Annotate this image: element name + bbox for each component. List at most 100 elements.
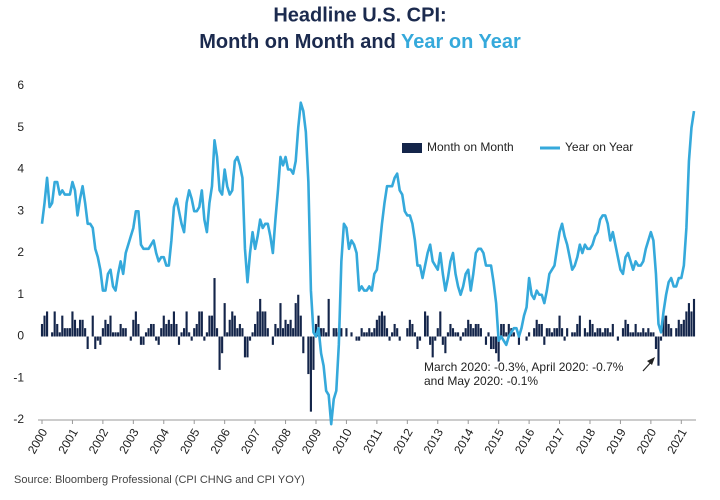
- x-tick-label: 2017: [542, 426, 568, 456]
- bar: [350, 332, 353, 337]
- bar: [117, 332, 120, 337]
- bar: [198, 311, 201, 337]
- bar: [51, 332, 54, 337]
- bar: [122, 328, 125, 337]
- bar: [502, 323, 505, 337]
- bar: [96, 336, 99, 341]
- bar: [670, 328, 673, 337]
- bar: [106, 323, 110, 337]
- bar: [190, 336, 193, 341]
- bar: [652, 332, 655, 337]
- bar: [271, 336, 274, 345]
- bar: [604, 328, 607, 337]
- bar: [144, 332, 148, 337]
- bar: [675, 328, 678, 337]
- bar: [588, 319, 592, 337]
- x-tick-label: 2006: [208, 426, 234, 456]
- bar: [472, 328, 475, 337]
- bar: [155, 336, 158, 341]
- bar: [474, 323, 477, 337]
- bar: [373, 328, 376, 337]
- bar: [624, 319, 627, 337]
- bar: [492, 336, 495, 350]
- bar: [360, 328, 363, 337]
- y-tick-label: 6: [17, 78, 24, 92]
- x-tick-label: 2018: [573, 426, 599, 456]
- bar: [73, 319, 77, 337]
- bar: [167, 319, 170, 337]
- bar: [203, 336, 206, 341]
- bar: [317, 315, 320, 337]
- bar: [58, 332, 61, 337]
- bar: [180, 332, 183, 337]
- bar: [540, 323, 543, 337]
- bar: [307, 336, 310, 375]
- bar: [462, 332, 465, 337]
- bar: [213, 278, 216, 337]
- bar: [451, 328, 455, 337]
- bar: [297, 294, 300, 337]
- bar: [642, 328, 645, 337]
- y-tick-label: 2: [17, 245, 24, 259]
- x-tick-label: 2009: [299, 426, 325, 456]
- bar: [231, 311, 234, 337]
- bar: [578, 315, 581, 337]
- bar: [183, 328, 186, 337]
- bar: [408, 319, 411, 337]
- bar: [124, 328, 127, 337]
- bar: [101, 328, 104, 337]
- bar: [157, 336, 160, 345]
- bar: [266, 328, 269, 337]
- x-tick-label: 2011: [360, 426, 385, 456]
- bar: [380, 311, 384, 337]
- bar: [358, 336, 361, 341]
- bar: [223, 303, 226, 337]
- bar: [449, 323, 452, 337]
- bar: [274, 323, 277, 337]
- x-tick-label: 2002: [86, 426, 112, 456]
- bar: [418, 336, 422, 341]
- bar: [177, 336, 181, 345]
- bar: [431, 336, 434, 358]
- y-tick-label: 3: [17, 203, 24, 217]
- bar: [545, 328, 548, 337]
- bar: [205, 332, 208, 337]
- bar: [210, 315, 214, 337]
- bar: [370, 332, 373, 337]
- title-part: Month on Month and: [199, 31, 396, 53]
- bar: [243, 336, 247, 358]
- bar: [320, 328, 323, 337]
- bar: [76, 328, 79, 337]
- bar: [129, 336, 132, 341]
- bar: [63, 328, 66, 337]
- bar: [355, 336, 358, 341]
- bar: [687, 303, 690, 337]
- x-tick-label: 2020: [634, 426, 660, 456]
- bar: [175, 323, 178, 337]
- source: Source: Bloomberg Professional (CPI CHNG…: [14, 474, 305, 486]
- bar: [507, 323, 510, 337]
- bar: [327, 298, 330, 337]
- bar: [246, 336, 249, 358]
- bar: [340, 328, 343, 337]
- bar: [309, 336, 312, 412]
- bar: [233, 315, 236, 337]
- bar: [259, 298, 262, 337]
- y-tick-label: 1: [17, 287, 24, 301]
- bar: [139, 336, 143, 345]
- x-tick-label: 2013: [421, 426, 447, 456]
- annotation: and May 2020: -0.1%: [424, 374, 538, 388]
- bar: [583, 328, 586, 337]
- bar: [226, 332, 229, 337]
- bar: [647, 328, 650, 337]
- bar: [152, 323, 155, 337]
- x-tick-label: 2004: [147, 426, 173, 456]
- bar: [398, 336, 401, 341]
- bar: [456, 332, 460, 337]
- bar: [147, 328, 150, 337]
- bar: [553, 328, 556, 337]
- bar: [68, 328, 71, 337]
- bar: [682, 319, 685, 337]
- bar: [692, 298, 696, 337]
